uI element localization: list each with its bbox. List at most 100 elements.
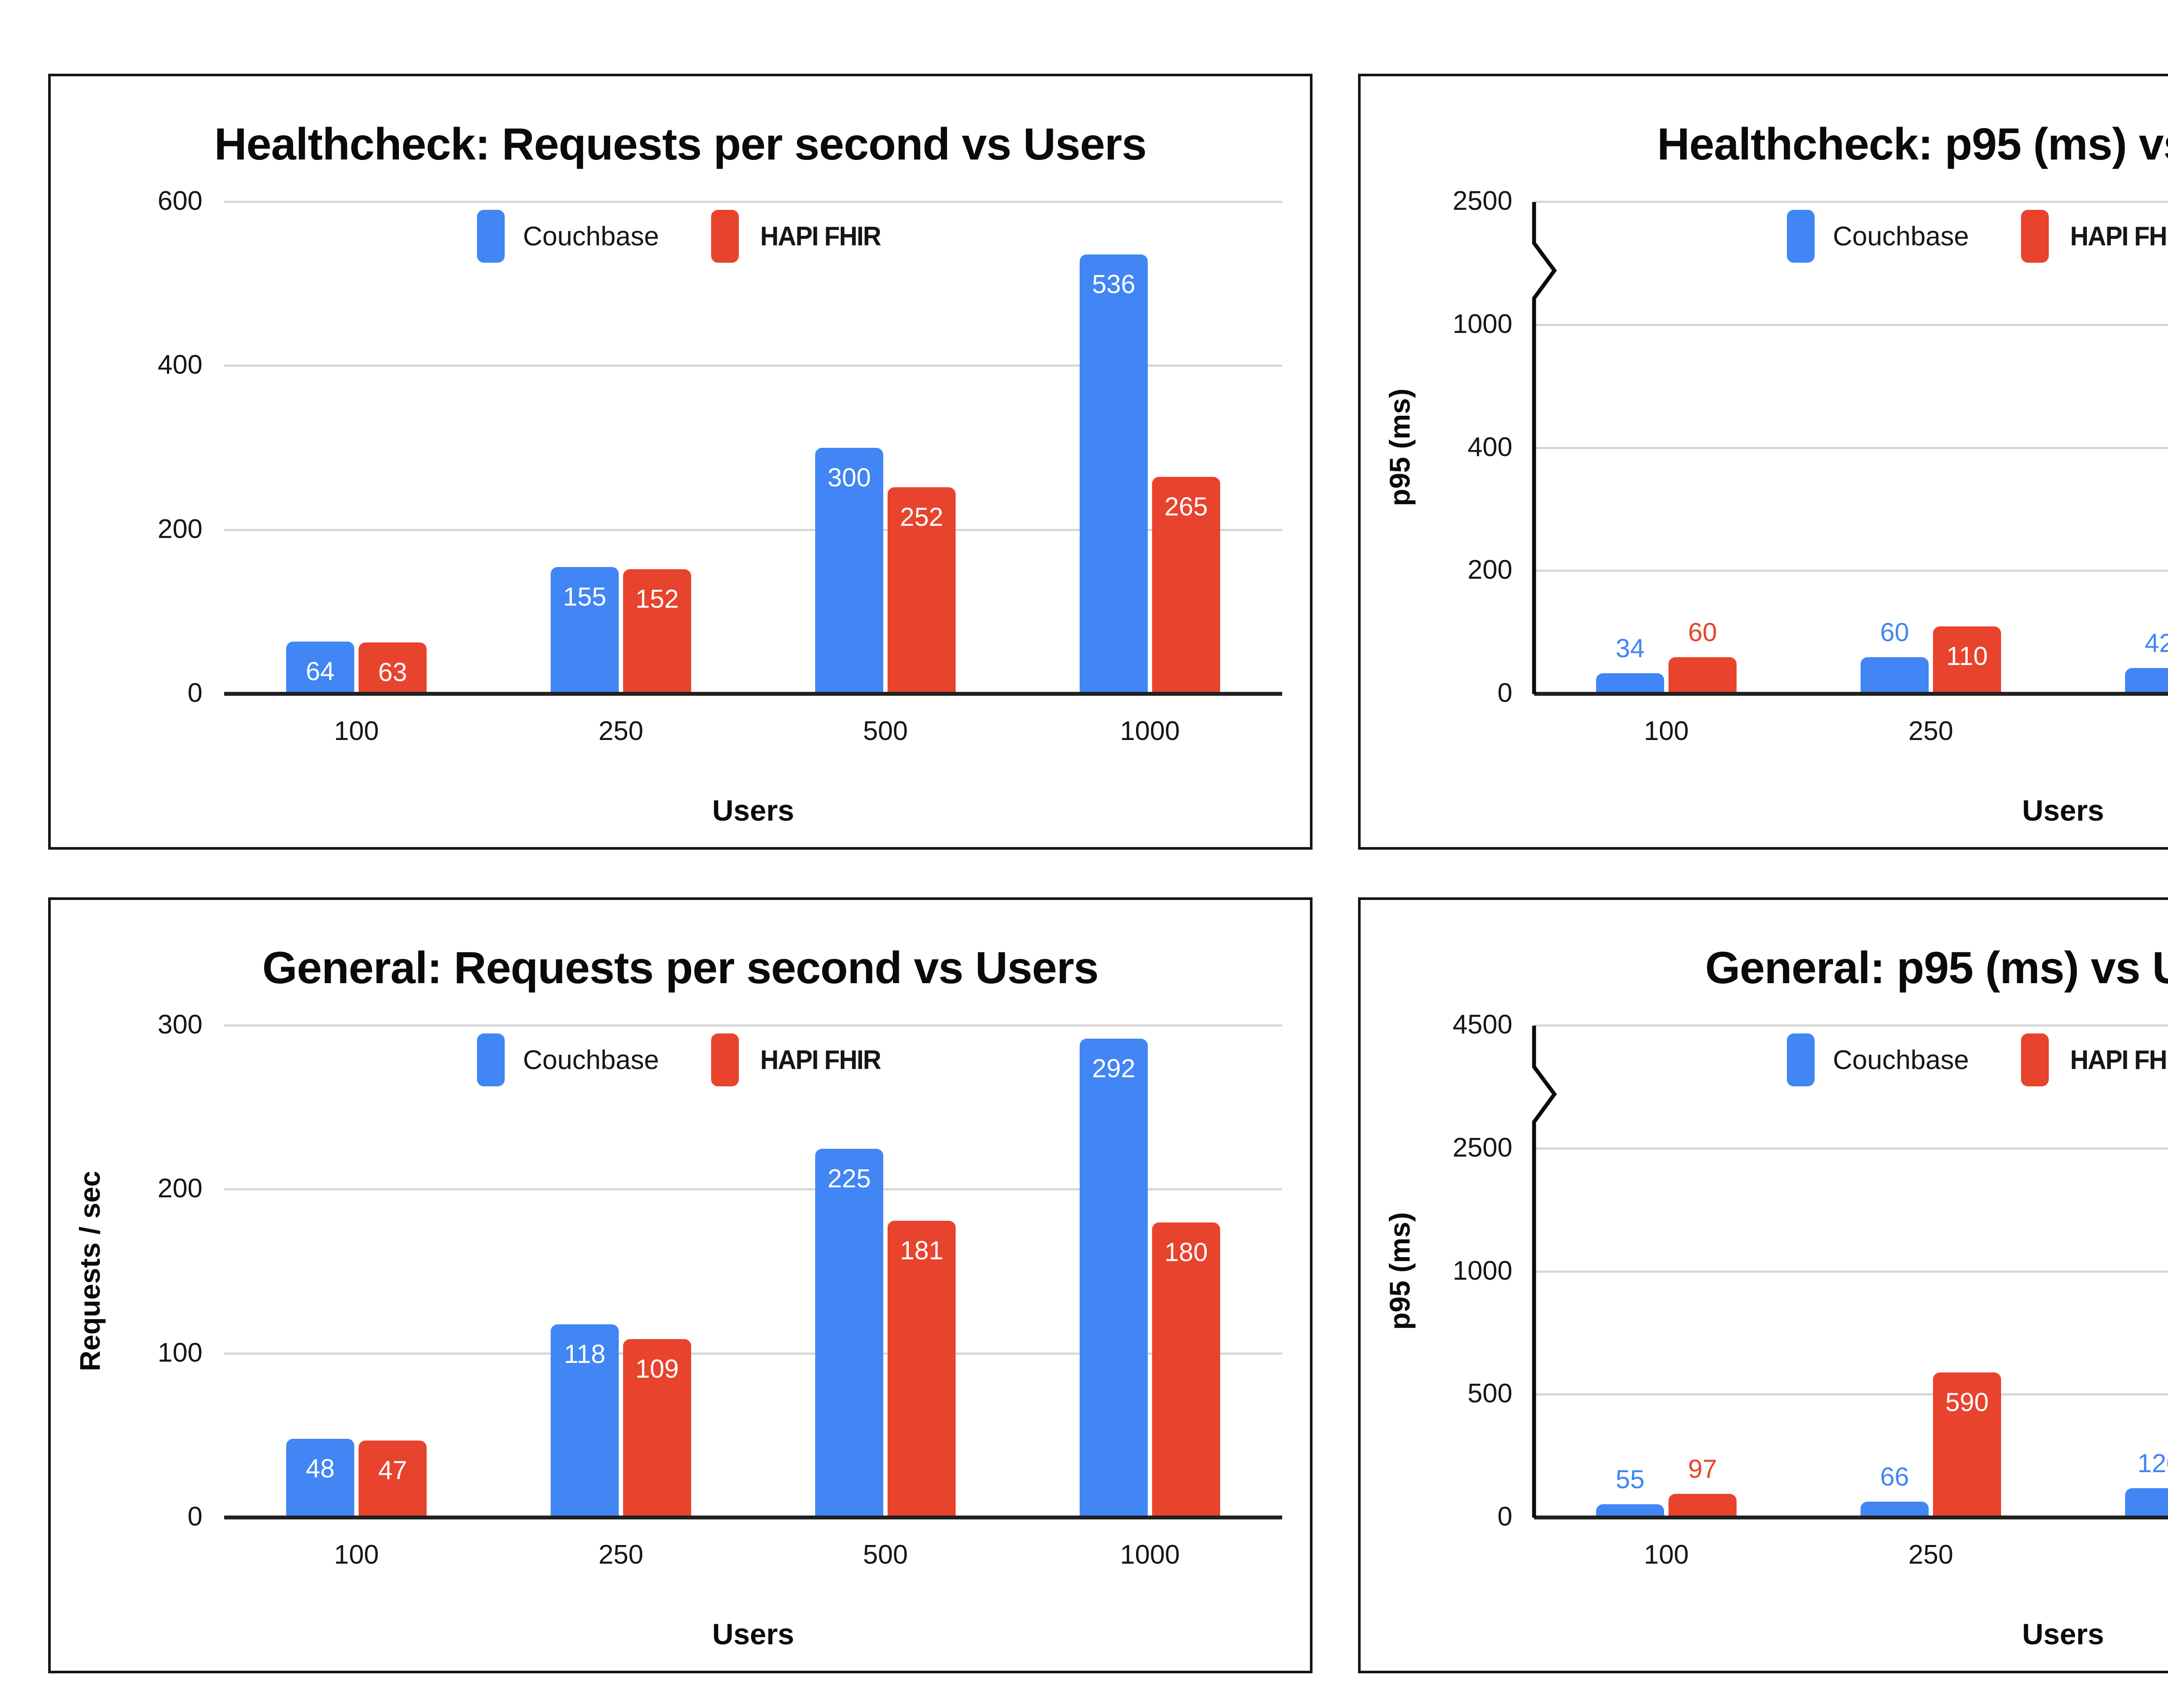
bar-couchbase-500 (2125, 668, 2168, 694)
chart-panel-healthcheck-p95: Healthcheck: p95 (ms) vs Usersp95 (ms)Co… (1358, 74, 2168, 850)
x-tick-label: 1000 (1120, 1540, 1180, 1570)
bar-couchbase-100 (286, 1439, 354, 1518)
x-tick-label: 100 (1644, 716, 1689, 746)
bar-value-label: 42 (2145, 629, 2168, 658)
legend-label: Couchbase (1833, 1045, 1969, 1075)
legend: Couchbase HAPI FHIR (1361, 210, 2168, 263)
x-axis-line (224, 1516, 1282, 1519)
y-tick-label: 2500 (1453, 1132, 1512, 1163)
gridline (1534, 447, 2168, 449)
x-axis-title: Users (712, 1618, 794, 1651)
bar-value-label: 97 (1688, 1454, 1717, 1483)
bar-value-label: 155 (563, 582, 607, 611)
chart-panel-general-rps: General: Requests per second vs Users Req… (48, 897, 1313, 1673)
y-axis-line-with-break-icon (1532, 202, 1557, 694)
legend-label: HAPI FHIR (2070, 1045, 2168, 1075)
bar-hapi-fhir-250 (1933, 1372, 2001, 1518)
legend-item-couchbase: Couchbase (1787, 210, 1969, 263)
y-tick-label: 0 (187, 678, 202, 708)
y-axis-line-with-break-icon (1532, 1026, 1557, 1518)
gridline (224, 201, 1282, 203)
bar-hapi-fhir-250 (623, 569, 691, 694)
gridline (224, 1352, 1282, 1355)
bar-hapi-fhir-100 (1668, 1494, 1737, 1518)
x-tick-label: 1000 (1120, 716, 1180, 746)
x-axis-title: Users (2022, 794, 2104, 827)
chart-title: General: Requests per second vs Users (262, 943, 1099, 993)
bar-value-label: 66 (1880, 1462, 1909, 1491)
bar-value-label: 225 (827, 1164, 871, 1193)
legend-label: HAPI FHIR (760, 221, 881, 251)
bar-couchbase-250 (1861, 657, 1929, 694)
gridline (1534, 1147, 2168, 1150)
legend-label: Couchbase (1833, 221, 1969, 251)
chart-title: General: p95 (ms) vs Users (1705, 943, 2168, 993)
x-tick-label: 100 (334, 716, 379, 746)
y-tick-label: 0 (187, 1502, 202, 1532)
bar-value-label: 48 (306, 1454, 335, 1483)
plot-area: 48 118 225 292 47 109 181 180 (224, 1024, 1282, 1519)
y-tick-label: 1000 (1453, 309, 1512, 339)
bar-hapi-fhir-1000 (1152, 477, 1220, 694)
legend-label: HAPI FHIR (760, 1045, 881, 1075)
x-tick-label: 100 (334, 1540, 379, 1570)
bar-couchbase-250 (1861, 1502, 1929, 1518)
gridline (1534, 1393, 2168, 1396)
bar-value-label: 110 (1946, 642, 1988, 671)
x-tick-label: 100 (1644, 1540, 1689, 1570)
bar-value-label: 60 (1688, 618, 1717, 647)
bar-hapi-fhir-250 (623, 1339, 691, 1518)
x-tick-label: 250 (598, 716, 643, 746)
chart-title: Healthcheck: p95 (ms) vs Users (1657, 119, 2168, 169)
legend-item-hapi-fhir: HAPI FHIR (711, 1033, 884, 1086)
bar-value-label: 300 (827, 463, 871, 492)
bar-value-label: 63 (378, 658, 407, 687)
bar-couchbase-250 (551, 567, 619, 694)
x-tick-label: 500 (2117, 716, 2168, 746)
y-tick-label: 300 (157, 1010, 202, 1040)
y-tick-label: 2500 (1453, 186, 1512, 216)
chart-panel-general-p95: General: p95 (ms) vs Usersp95 (ms)Couchb… (1358, 897, 2168, 1673)
bar-hapi-fhir-500 (888, 1221, 956, 1518)
gridline (1534, 1270, 2168, 1273)
bar-value-label: 181 (900, 1236, 944, 1265)
legend-swatch-hapi (711, 210, 739, 263)
bar-couchbase-500 (815, 1149, 883, 1518)
bar-couchbase-500 (2125, 1488, 2168, 1518)
bar-hapi-fhir-100 (359, 1441, 427, 1518)
legend-label: HAPI FHIR (2070, 221, 2168, 251)
y-tick-label: 4500 (1453, 1010, 1512, 1040)
gridline (224, 365, 1282, 367)
bar-hapi-fhir-500 (888, 487, 956, 694)
legend: Couchbase HAPI FHIR (1361, 1033, 2168, 1086)
y-tick-label: 600 (157, 186, 202, 216)
bar-hapi-fhir-100 (1668, 657, 1737, 694)
gridline (1534, 1024, 2168, 1027)
y-tick-label: 200 (157, 514, 202, 544)
legend-item-hapi-fhir: HAPI FHIR (2021, 1033, 2168, 1086)
bar-value-label: 109 (635, 1354, 679, 1383)
bar-value-label: 60 (1880, 618, 1909, 647)
legend: Couchbase HAPI FHIR (51, 210, 1310, 263)
plot-area: 64 155 300 536 63 152 252 265 (224, 201, 1282, 696)
chart-title: Healthcheck: Requests per second vs User… (214, 119, 1147, 169)
legend-swatch-hapi (2021, 1033, 2049, 1086)
legend-item-hapi-fhir: HAPI FHIR (711, 210, 884, 263)
bar-hapi-fhir-100 (359, 642, 427, 694)
legend-swatch-couchbase (477, 1033, 505, 1086)
bar-couchbase-250 (551, 1324, 619, 1518)
legend-swatch-couchbase (477, 210, 505, 263)
gridline (1534, 570, 2168, 572)
x-tick-label: 250 (1908, 716, 1953, 746)
gridline (224, 1024, 1282, 1027)
x-axis-title: Users (712, 794, 794, 827)
gridline (224, 528, 1282, 531)
x-axis-line (224, 692, 1282, 696)
bar-couchbase-100 (1596, 673, 1664, 694)
legend-label: Couchbase (523, 221, 659, 251)
gridline (224, 1188, 1282, 1191)
y-tick-label: 0 (1497, 678, 1512, 708)
gridline (1534, 323, 2168, 326)
bar-couchbase-500 (815, 448, 883, 694)
